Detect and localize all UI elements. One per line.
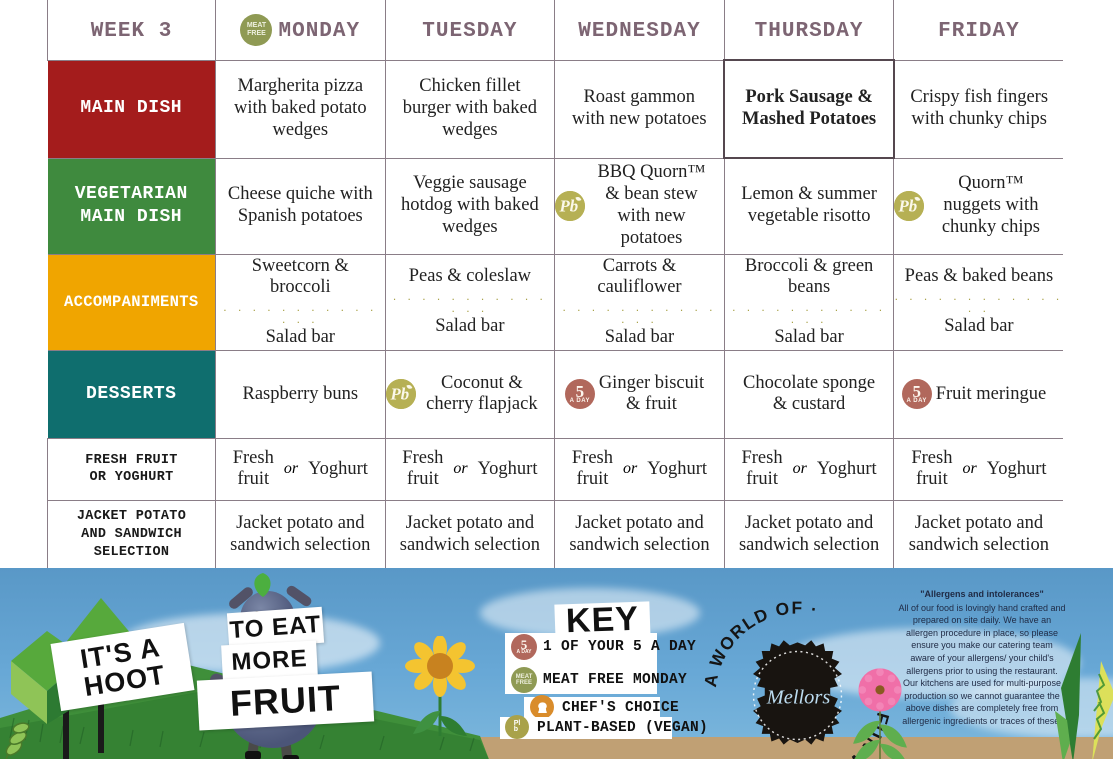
svg-text:Pb: Pb	[559, 196, 579, 215]
svg-text:Mellors: Mellors	[766, 687, 831, 709]
svg-text:Pb: Pb	[898, 196, 918, 215]
svg-text:Pb: Pb	[389, 385, 409, 404]
